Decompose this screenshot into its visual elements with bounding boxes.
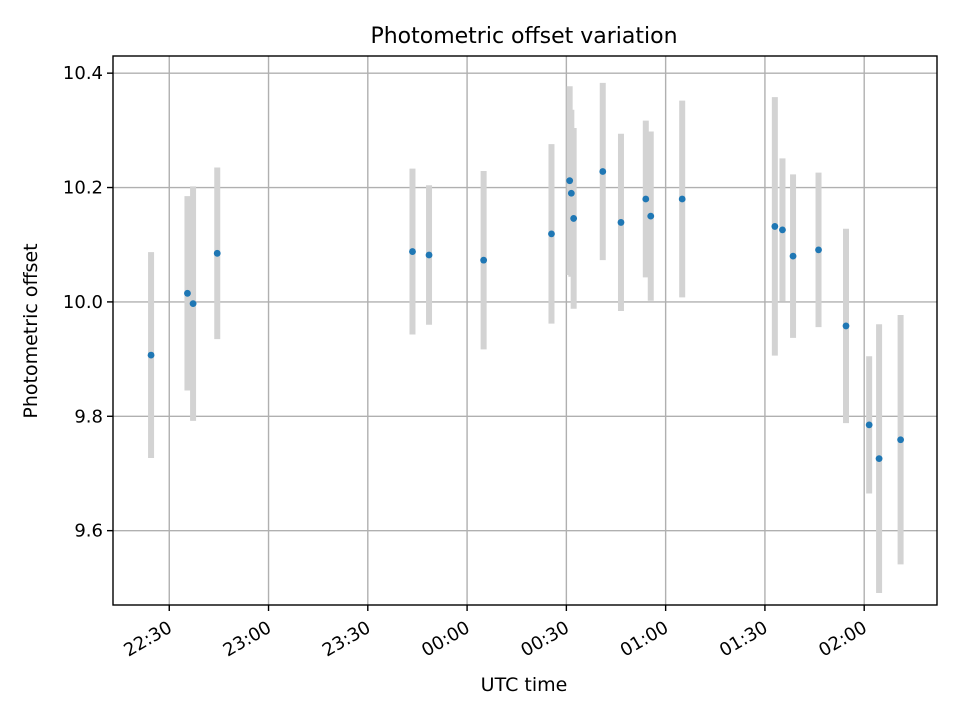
data-point	[617, 219, 625, 226]
y-tick-label: 9.6	[74, 521, 103, 542]
data-point	[779, 226, 786, 234]
chart-title: Photometric offset variation	[370, 24, 677, 49]
data-point	[570, 215, 578, 222]
plot-frame	[112, 55, 938, 606]
data-point	[189, 300, 197, 308]
data-point	[409, 248, 416, 255]
y-tick-label: 10.4	[63, 63, 103, 84]
data-point	[678, 195, 686, 203]
data-point-layer	[147, 168, 904, 462]
data-point	[815, 246, 822, 254]
data-point	[184, 289, 191, 297]
data-point	[789, 252, 797, 260]
data-point	[567, 189, 575, 197]
y-tick-label: 10.2	[63, 178, 103, 199]
y-axis-label: Photometric offset	[20, 243, 42, 418]
data-point	[548, 230, 555, 238]
x-axis-label: UTC time	[481, 674, 568, 696]
data-point	[647, 212, 655, 220]
data-point	[147, 351, 155, 359]
data-point	[897, 436, 904, 444]
y-tick-label: 10.0	[63, 292, 103, 313]
data-point	[425, 251, 433, 259]
y-tick-label: 9.8	[74, 406, 103, 427]
grid-layer	[113, 56, 937, 605]
data-point	[599, 168, 607, 175]
data-point	[875, 455, 883, 462]
data-point	[480, 256, 488, 264]
data-point	[642, 195, 650, 203]
data-point	[566, 177, 574, 185]
data-point	[842, 322, 850, 330]
data-point	[213, 249, 221, 257]
data-point	[865, 421, 873, 429]
data-point	[771, 223, 779, 230]
